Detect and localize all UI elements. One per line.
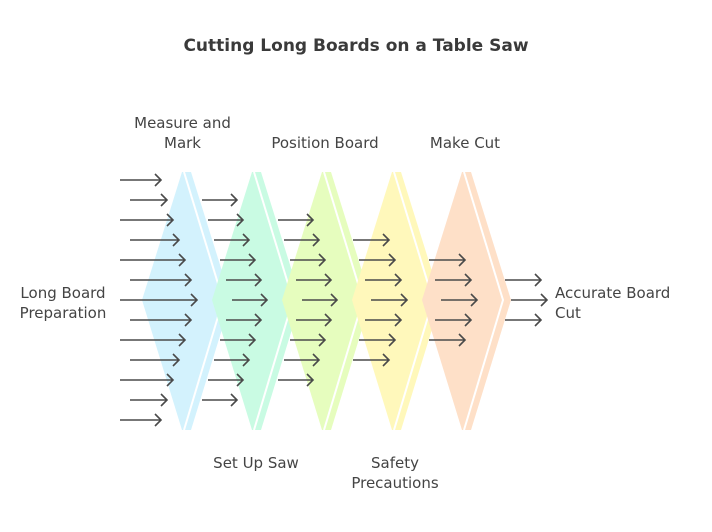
arrow-icon: [130, 313, 193, 327]
arrow-icon: [359, 333, 397, 347]
arrow-icon: [511, 293, 549, 307]
arrow-icon: [505, 313, 543, 327]
step-chevron: [352, 172, 441, 430]
diagram-title: Cutting Long Boards on a Table Saw: [183, 36, 529, 56]
arrow-icon: [120, 253, 187, 267]
arrow-icon: [130, 193, 169, 207]
arrow-icon: [120, 373, 175, 387]
arrow-icon: [214, 233, 251, 247]
arrow-icon: [130, 353, 181, 367]
arrow-icon: [208, 213, 245, 227]
step-chevron: [142, 172, 231, 430]
arrow-icon: [371, 293, 409, 307]
arrow-icon: [441, 293, 479, 307]
arrow-icon: [353, 233, 391, 247]
arrow-icon: [120, 293, 199, 307]
step-label-3: Position Board: [271, 134, 379, 152]
arrow-icon: [202, 393, 239, 407]
arrow-icon: [284, 353, 321, 367]
arrow-icon: [120, 173, 163, 187]
arrow-icon: [120, 413, 163, 427]
chevron-highlight: [463, 171, 505, 431]
arrow-icon: [435, 273, 473, 287]
arrow-icon: [429, 253, 467, 267]
arrow-icon: [505, 273, 543, 287]
arrow-icon: [290, 253, 327, 267]
input-label: Long Board Preparation: [19, 284, 107, 322]
arrow-icon: [232, 293, 269, 307]
output-label: Accurate Board Cut: [555, 284, 671, 322]
arrow-icon: [226, 273, 263, 287]
step-label-4: Safety Precautions: [351, 454, 439, 492]
arrow-icon: [130, 393, 169, 407]
arrow-icon: [302, 293, 339, 307]
step-chevron: [422, 172, 511, 430]
arrow-icon: [296, 313, 333, 327]
arrow-icon: [365, 313, 403, 327]
arrow-icon: [226, 313, 263, 327]
arrow-icon: [220, 333, 257, 347]
arrow-icon: [208, 373, 245, 387]
arrow-icon: [130, 273, 193, 287]
arrow-icon: [353, 353, 391, 367]
arrow-icon: [365, 273, 403, 287]
arrow-icon: [359, 253, 397, 267]
step-chevron: [212, 172, 301, 430]
step-label-1: Measure and Mark: [134, 114, 231, 152]
arrow-icon: [435, 313, 473, 327]
arrow-icon: [202, 193, 239, 207]
arrow-icon: [429, 333, 467, 347]
arrow-icon: [220, 253, 257, 267]
step-chevron: [282, 172, 371, 430]
step-label-5: Make Cut: [429, 134, 501, 152]
arrow-icon: [130, 233, 181, 247]
arrow-icon: [120, 213, 175, 227]
step-label-2: Set Up Saw: [213, 454, 299, 472]
arrow-icon: [278, 373, 315, 387]
arrow-icon: [296, 273, 333, 287]
arrow-icon: [120, 333, 187, 347]
arrow-icon: [214, 353, 251, 367]
arrow-icon: [278, 213, 315, 227]
arrow-icon: [290, 333, 327, 347]
arrow-icon: [284, 233, 321, 247]
